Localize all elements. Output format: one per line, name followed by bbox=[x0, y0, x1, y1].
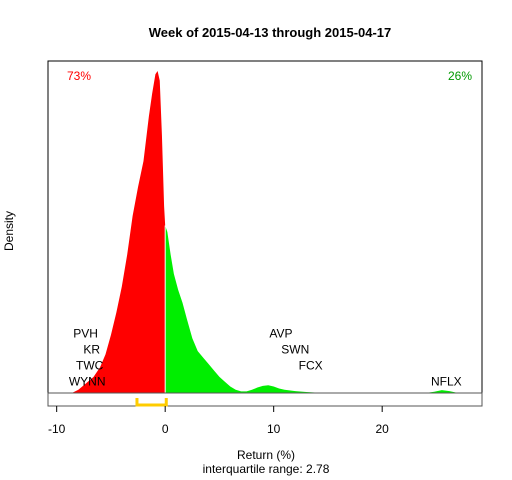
x-axis-band bbox=[47, 392, 483, 407]
y-axis-label: Density bbox=[2, 211, 16, 251]
stock-label-swn: SWN bbox=[281, 343, 309, 357]
stock-label-avp: AVP bbox=[269, 326, 292, 340]
stock-label-wynn: WYNN bbox=[69, 375, 106, 389]
iqr-bracket-line bbox=[135, 398, 168, 407]
x-tick-label: 10 bbox=[267, 422, 281, 436]
x-tick-label: -10 bbox=[48, 422, 66, 436]
iqr-bracket bbox=[135, 398, 168, 407]
plot-area bbox=[71, 71, 459, 393]
stock-label-pvh: PVH bbox=[73, 326, 98, 340]
stock-label-nflx: NFLX bbox=[431, 375, 462, 389]
stock-label-twc: TWC bbox=[76, 359, 104, 373]
pct-positive: 26% bbox=[448, 69, 472, 83]
pct-negative: 73% bbox=[67, 69, 91, 83]
x-tick-label: 20 bbox=[376, 422, 390, 436]
x-axis: -10 0 10 20 bbox=[48, 406, 389, 436]
negative-density-area bbox=[71, 71, 166, 393]
stock-labels: PVH KR TWC WYNN AVP SWN FCX NFLX bbox=[69, 326, 462, 388]
positive-density-area bbox=[165, 225, 459, 393]
stock-label-kr: KR bbox=[83, 343, 100, 357]
iqr-subtitle: interquartile range: 2.78 bbox=[203, 462, 330, 476]
chart-title: Week of 2015-04-13 through 2015-04-17 bbox=[149, 25, 392, 40]
stock-label-fcx: FCX bbox=[299, 359, 323, 373]
x-axis-label: Return (%) bbox=[237, 448, 295, 462]
x-tick-label: 0 bbox=[162, 422, 169, 436]
